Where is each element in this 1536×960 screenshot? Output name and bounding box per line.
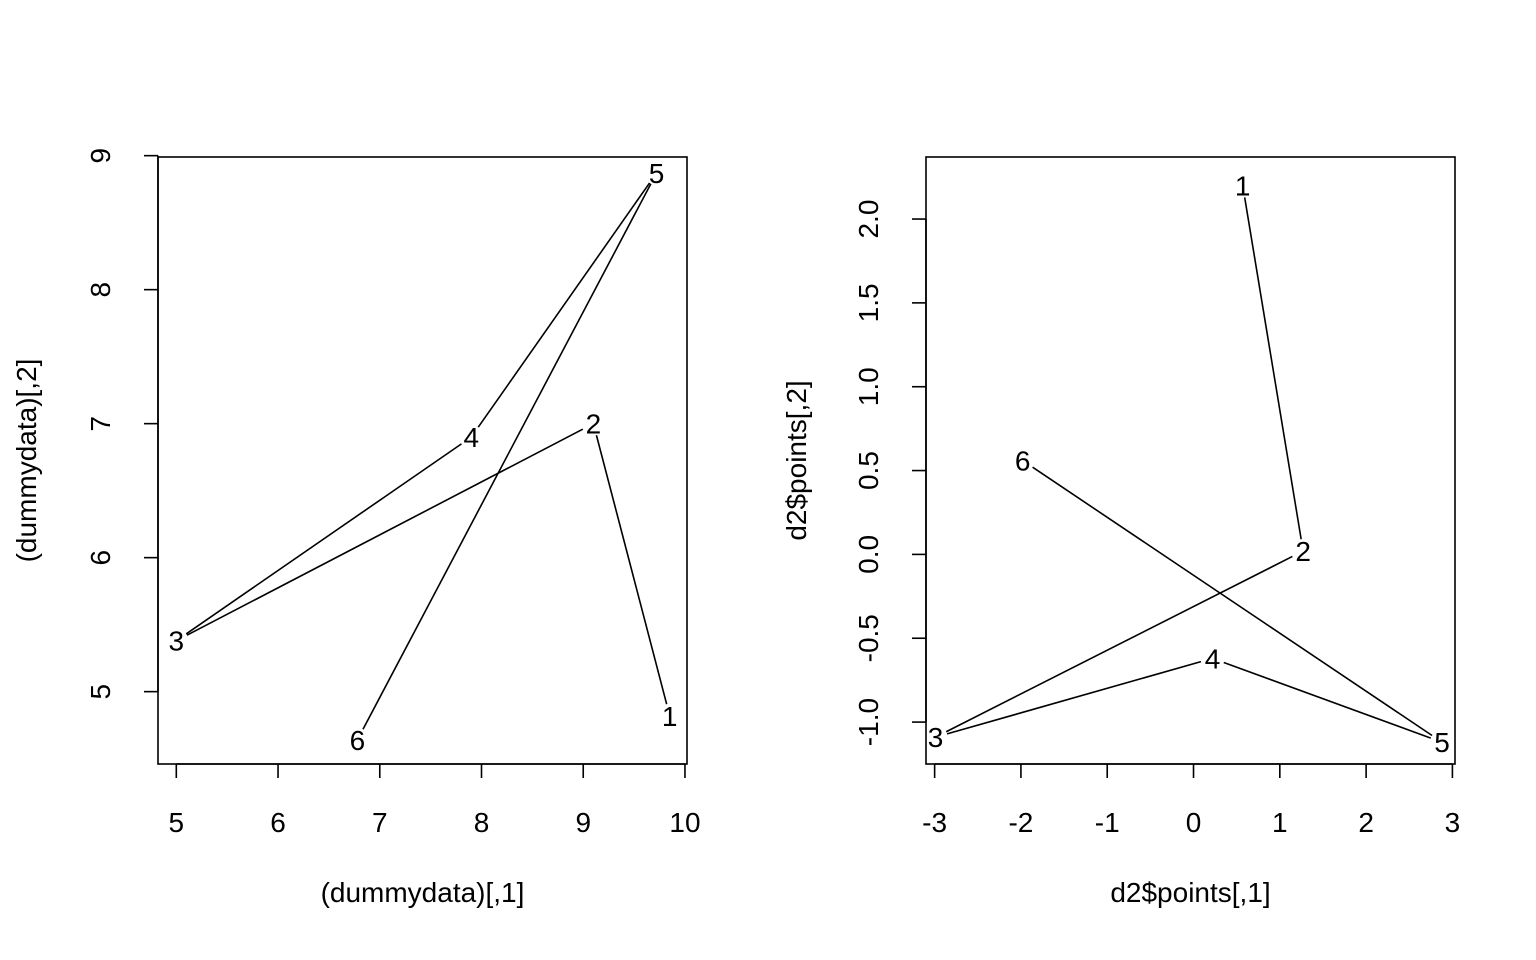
y-tick-label: 0.0 <box>853 535 884 574</box>
point-label-1: 1 <box>662 701 678 732</box>
x-tick-label: 9 <box>575 807 591 838</box>
x-tick-label: 2 <box>1358 807 1374 838</box>
y-tick-label: -0.5 <box>853 614 884 662</box>
y-tick-label: 0.5 <box>853 451 884 490</box>
series-segment <box>595 435 668 705</box>
x-tick-label: -3 <box>922 807 947 838</box>
plot-frame <box>925 156 1456 765</box>
series-segment <box>477 182 651 428</box>
series-segment <box>362 183 652 730</box>
point-label-3: 3 <box>169 626 185 657</box>
chart-panel-1: 5 6 7 8 9 10 5 6 7 8 9 (dummydata)[,1] (dummydata)[,… <box>11 148 701 908</box>
point-label-1: 1 <box>1235 171 1251 202</box>
x-tick-label: 8 <box>474 807 490 838</box>
x-tick-label: 0 <box>1186 807 1202 838</box>
y-tick-label: 9 <box>85 148 116 164</box>
y-tick-label: 8 <box>85 282 116 298</box>
y-tick-label: 1.5 <box>853 283 884 322</box>
y-axis-title: (dummydata)[,2] <box>11 359 42 563</box>
x-tick-label: 7 <box>372 807 388 838</box>
point-label-5: 5 <box>649 158 665 189</box>
series-segment <box>185 443 462 635</box>
x-tick-label: 10 <box>669 807 700 838</box>
y-tick-label: 5 <box>85 684 116 700</box>
series-segment <box>945 555 1293 733</box>
point-label-6: 6 <box>1015 446 1031 477</box>
y-tick-label: 6 <box>85 550 116 566</box>
y-tick-label: 2.0 <box>853 200 884 239</box>
point-label-3: 3 <box>928 722 944 753</box>
x-tick-label: 3 <box>1445 807 1461 838</box>
x-tick-label: 6 <box>270 807 286 838</box>
point-label-6: 6 <box>350 725 366 756</box>
plot-frame <box>157 156 688 765</box>
x-tick-label: -2 <box>1008 807 1033 838</box>
chart-panel-2: -3 -2 -1 0 1 2 3 -1.0 -0.5 0.0 0.5 1.0 1.5 2.0 d2$poin… <box>781 156 1461 908</box>
x-axis-title: d2$points[,1] <box>1110 877 1270 908</box>
x-tick-label: 5 <box>169 807 185 838</box>
point-label-2: 2 <box>1295 536 1311 567</box>
point-label-2: 2 <box>586 409 602 440</box>
series-segment <box>1223 661 1432 739</box>
y-tick-label: 1.0 <box>853 367 884 406</box>
x-tick-label: -1 <box>1095 807 1120 838</box>
series-segment <box>1243 197 1302 540</box>
x-axis-title: (dummydata)[,1] <box>321 877 525 908</box>
x-tick-label: 1 <box>1272 807 1288 838</box>
point-label-4: 4 <box>464 422 480 453</box>
y-axis-title: d2$points[,2] <box>781 380 812 540</box>
series-segment <box>1032 466 1433 737</box>
point-label-4: 4 <box>1205 643 1221 674</box>
point-label-5: 5 <box>1434 727 1450 758</box>
y-tick-label: 7 <box>85 416 116 432</box>
series-segment <box>186 428 584 636</box>
series-segment <box>946 660 1202 735</box>
y-tick-label: -1.0 <box>853 698 884 746</box>
